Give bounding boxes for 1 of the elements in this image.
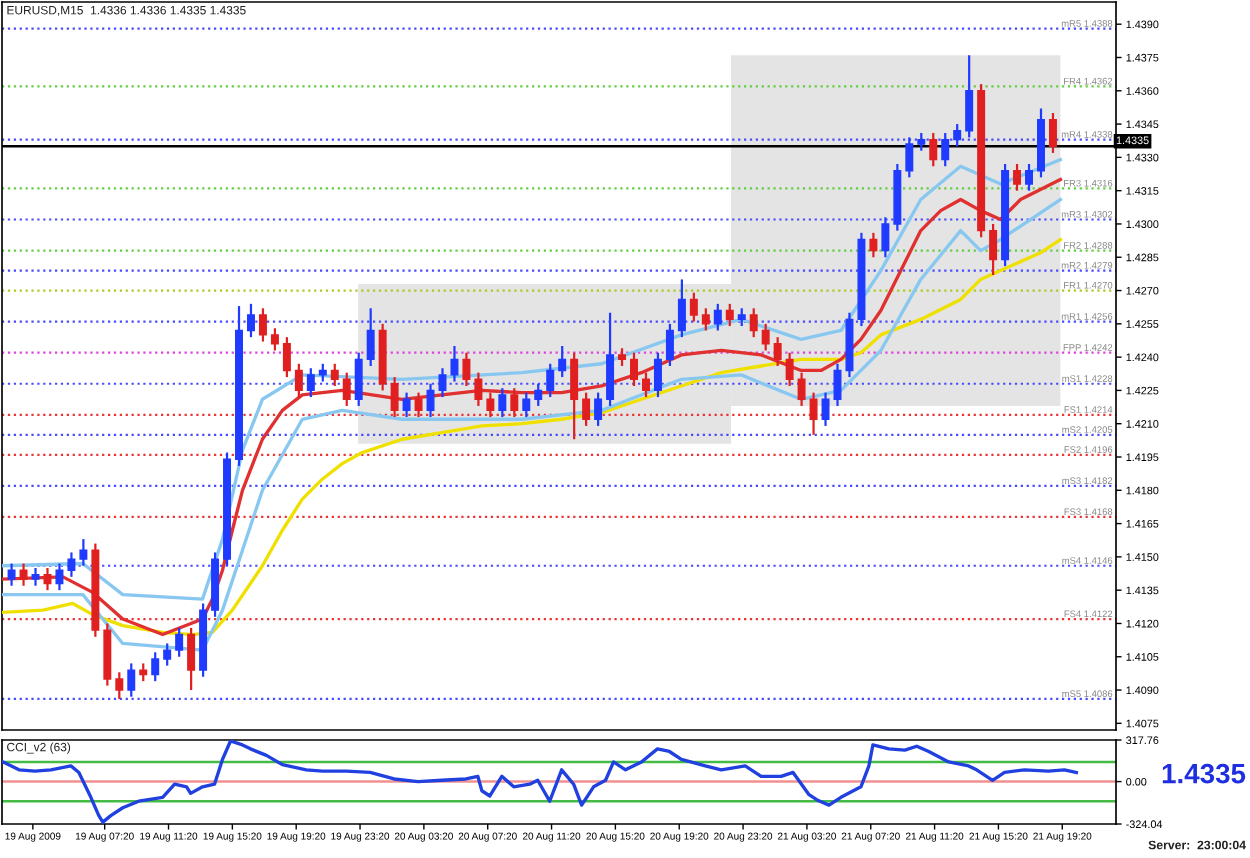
- text: 1.4335: [1162, 763, 1246, 784]
